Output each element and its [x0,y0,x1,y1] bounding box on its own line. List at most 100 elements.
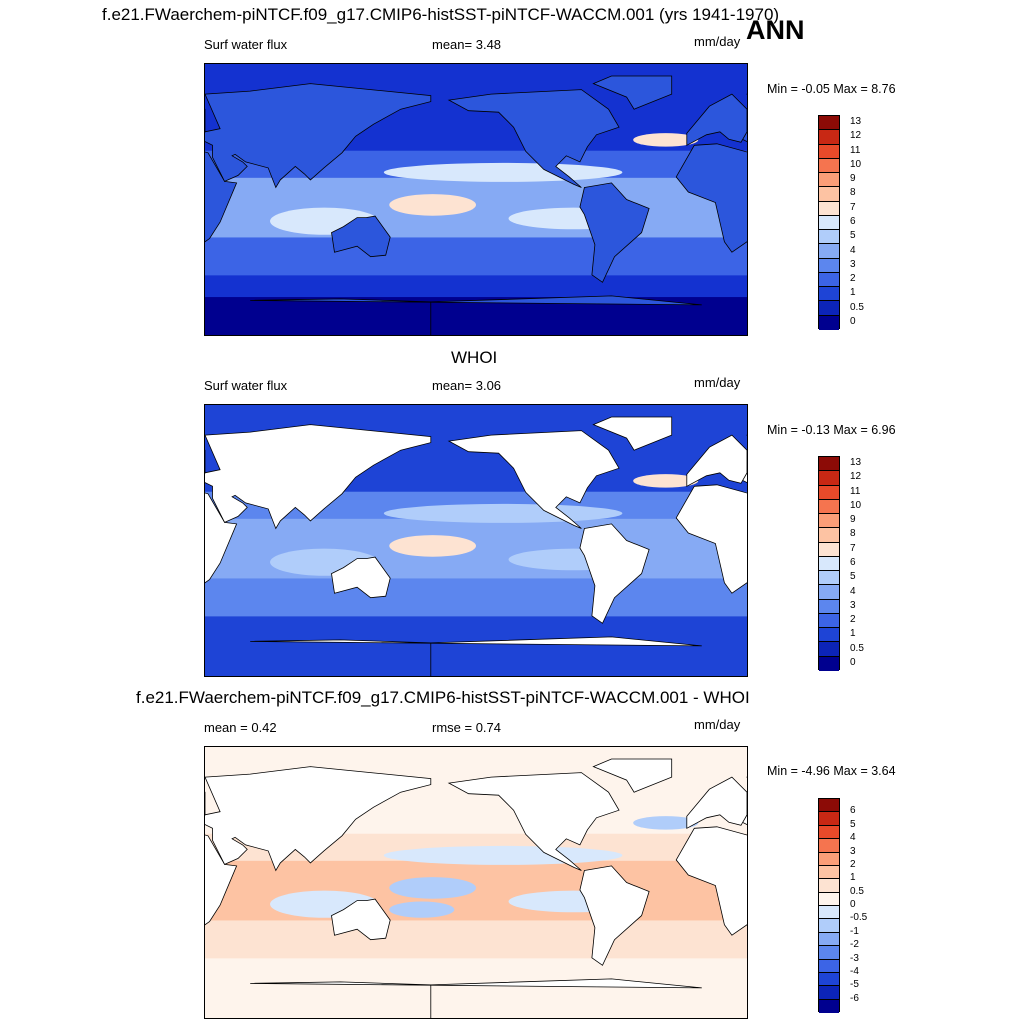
panel-3-rmse-label: rmse = 0.74 [432,720,502,735]
colorbar-swatch [819,215,839,231]
map-svg [205,405,747,676]
panel-3-units-label: mm/day [694,717,741,732]
colorbar-swatch [819,879,839,893]
colorbar-tick-label: 0.5 [850,301,864,313]
panel-1-colorbar: 0 0.5 1 2 3 4 5 6 7 8 9 10 11 12 13 [818,115,878,330]
continent-africa [675,143,747,253]
gulf-stream-max [633,133,699,147]
colorbar-tick-label: 5 [850,230,856,242]
colorbar-tick-label: 3 [850,258,856,270]
colorbar-swatch [819,585,839,600]
colorbar-swatch [819,972,839,987]
colorbar-tick-label: 13 [850,457,862,469]
panel-2-minmax: Min = -0.13 Max = 6.96 [767,423,896,437]
colorbar-swatch [819,528,839,543]
colorbar-swatches [818,115,840,330]
colorbar-tick-label: 4 [850,244,856,256]
continent-africa [205,151,238,243]
continent-namerica [447,89,620,188]
colorbar-tick-label: 3 [850,845,856,857]
map-svg [205,64,747,335]
gulf-stream-max [633,816,699,830]
panel-1-mean-label: mean= 3.48 [432,37,502,52]
colorbar-tick-label: -3 [850,952,859,964]
negative-anomaly [389,901,455,918]
itcz-core [383,162,623,182]
continent-eurasia [205,766,432,872]
colorbar-tick-label: 0 [850,899,856,910]
colorbar-swatch [819,812,839,826]
colorbar-swatch [819,301,839,316]
continent-samerica [579,865,650,966]
colorbar-swatch [819,201,839,216]
continent-samerica [579,182,650,283]
colorbar-swatch [819,499,839,515]
warm-pool-max [389,877,476,899]
colorbar-swatch [819,959,839,973]
colorbar-swatch [819,946,839,960]
panel-2-mean-label: mean= 3.06 [432,378,502,393]
continent-europe [686,93,747,146]
colorbar-tick-label: 12 [850,130,862,142]
colorbar-tick-label: -5 [850,979,859,991]
colorbar-swatch [819,852,839,866]
continent-antarctica [250,636,702,676]
colorbar-tick-label: 6 [850,557,856,568]
colorbar-tick-label: 0.5 [850,885,864,897]
continent-africa [675,484,747,594]
colorbar-swatch [819,173,839,188]
colorbar-tick-label: 12 [850,471,862,483]
colorbar-swatch [819,272,839,288]
colorbar-swatch [819,485,839,500]
colorbar-swatch [819,244,839,259]
figure-title: f.e21.FWaerchem-piNTCF.f09_g17.CMIP6-his… [102,5,780,24]
panel-2-colorbar: 0 0.5 1 2 3 4 5 6 7 8 9 10 11 12 13 [818,456,878,671]
colorbar-swatch [819,999,839,1013]
panel-2-variable-label: Surf water flux [204,378,288,393]
itcz-core [383,503,623,523]
colorbar-tick-label: 4 [850,832,856,844]
continent-africa [205,492,238,584]
colorbar-swatch [819,514,839,529]
colorbar-tick-label: 8 [850,528,856,540]
panel-1-map [204,63,748,336]
continent-europe [686,776,747,829]
continent-eurasia [205,83,432,189]
panel-2-heading: WHOI [451,348,498,367]
colorbar-tick-label: 0.5 [850,642,864,654]
panel-3-heading: f.e21.FWaerchem-piNTCF.f09_g17.CMIP6-his… [136,688,750,707]
continent-samerica [579,523,650,624]
continent-australia [331,556,391,599]
continent-eurasia [741,776,747,825]
colorbar-swatch [819,287,839,302]
colorbar-swatch [819,599,839,614]
colorbar-tick-label: 0 [850,315,856,327]
colorbar-tick-label: 11 [850,144,861,156]
continent-eurasia [741,434,747,483]
colorbar-tick-label: 9 [850,514,856,526]
colorbar-tick-label: 13 [850,116,862,128]
continent-australia [331,898,391,941]
colorbar-tick-label: 10 [850,158,862,170]
colorbar-tick-label: 7 [850,201,856,213]
colorbar-tick-label: 2 [850,858,856,870]
colorbar-swatch [819,571,839,586]
colorbar-swatch [819,986,839,1000]
continent-africa [205,834,238,926]
colorbar-swatch [819,642,839,657]
colorbar-swatch [819,892,839,906]
colorbar-swatch [819,628,839,643]
panel-3-colorbar: -6 -5 -4 -3 -2 -1 -0.5 0 0.5 1 2 3 4 5 6 [818,798,878,1013]
colorbar-tick-label: 2 [850,614,856,626]
colorbar-tick-label: 11 [850,485,861,497]
colorbar-swatch [819,471,839,486]
colorbar-tick-label: 0 [850,656,856,668]
panel-3-minmax: Min = -4.96 Max = 3.64 [767,764,896,778]
colorbar-swatch [819,130,839,145]
colorbar-swatches [818,798,840,1013]
colorbar-tick-label: -4 [850,965,859,977]
panel-2-units-label: mm/day [694,375,741,390]
panel-2-map [204,404,748,677]
warm-pool-max [389,535,476,557]
colorbar-tick-label: 1 [850,872,856,884]
